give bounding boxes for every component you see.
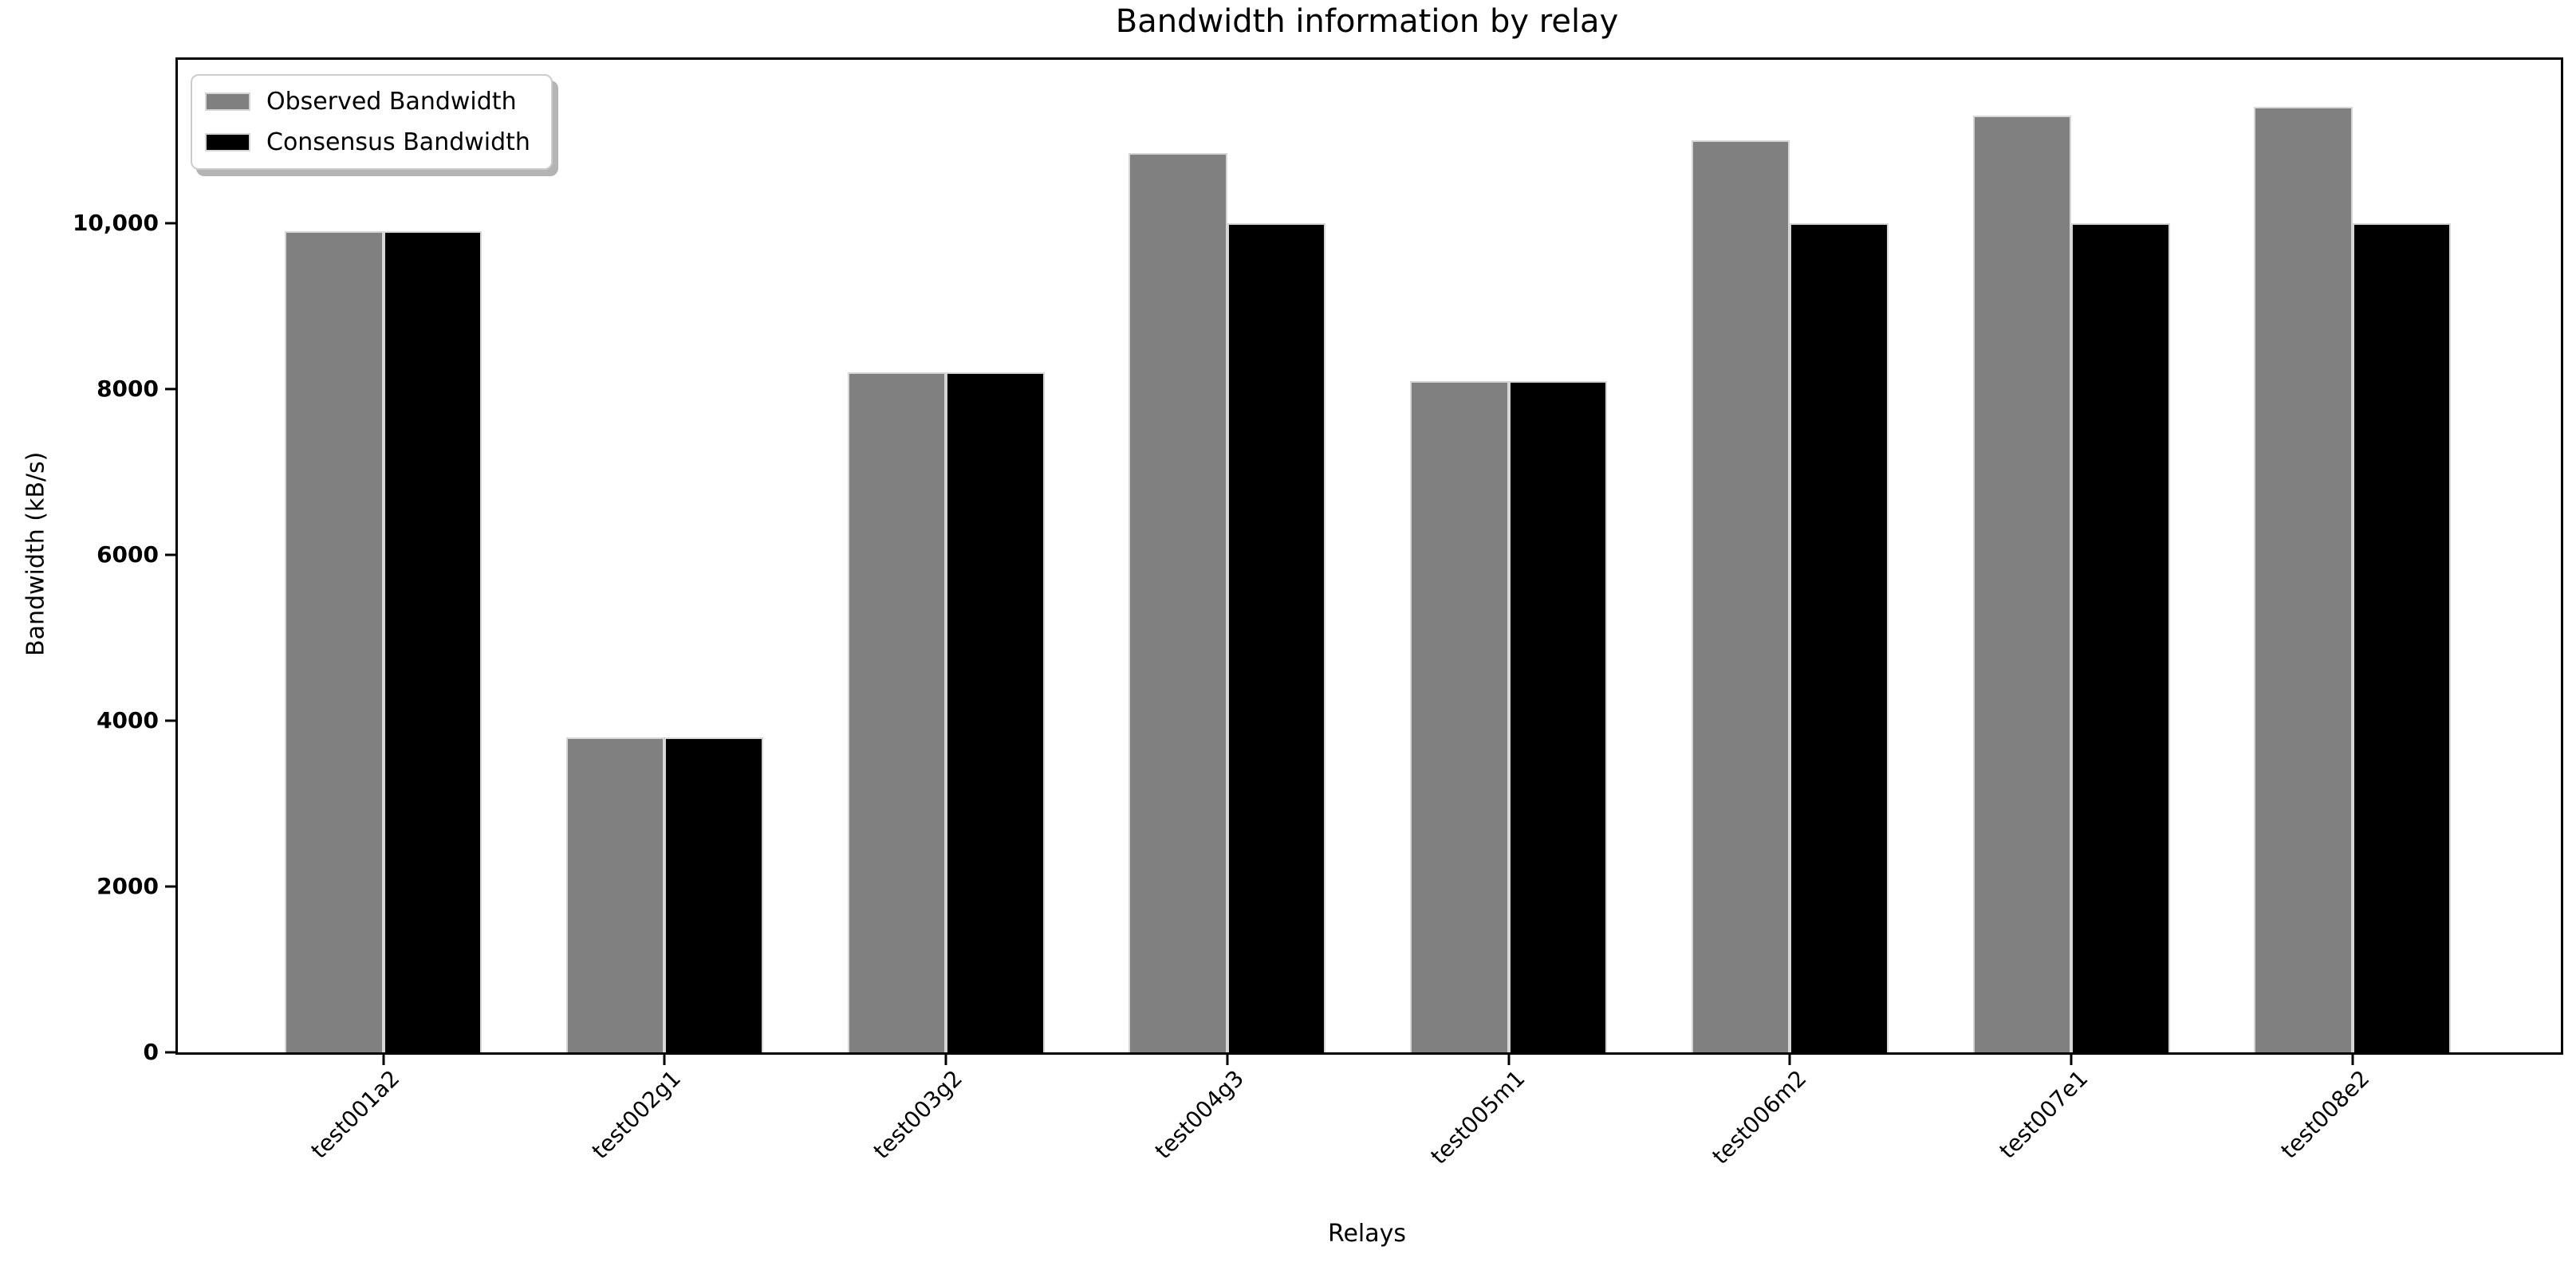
legend-label-observed-bandwidth: Observed Bandwidth <box>266 88 517 116</box>
legend-swatch-observed-bandwidth <box>205 92 250 111</box>
bar-observed-test007e1 <box>1972 115 2072 1052</box>
y-tick-label-0: 0 <box>143 1039 159 1065</box>
bar-consensus-test004g3 <box>1227 222 1326 1052</box>
legend: Observed Bandwidth Consensus Bandwidth <box>191 74 553 170</box>
y-tick-mark <box>165 885 175 888</box>
y-tick-mark <box>165 553 175 556</box>
bar-consensus-test008e2 <box>2352 222 2452 1052</box>
bar-observed-test004g3 <box>1128 152 1227 1052</box>
plot-area: Observed Bandwidth Consensus Bandwidth t… <box>73 57 2563 1170</box>
x-tick-label-text: test006m2 <box>1707 1064 1812 1170</box>
x-tick-label-text: test005m1 <box>1425 1064 1530 1170</box>
bar-observed-test002g1 <box>565 737 665 1052</box>
bar-observed-test005m1 <box>1410 380 1509 1052</box>
y-axis-label: Bandwidth (kB/s) <box>22 451 50 656</box>
bar-observed-test003g2 <box>847 372 947 1052</box>
bar-consensus-test005m1 <box>1508 380 1608 1052</box>
bar-consensus-test006m2 <box>1790 222 1889 1052</box>
y-tick-label-8000: 8000 <box>97 375 159 402</box>
x-tick-mark <box>944 1055 947 1065</box>
bar-consensus-test003g2 <box>946 372 1045 1052</box>
x-tick-mark <box>2070 1055 2073 1065</box>
bar-observed-test001a2 <box>285 231 384 1052</box>
y-tick-label-10000: 10,000 <box>72 209 159 236</box>
chart-title: Bandwidth information by relay <box>1115 3 1619 40</box>
bar-consensus-test001a2 <box>383 231 482 1052</box>
legend-item-consensus: Consensus Bandwidth <box>205 129 530 155</box>
y-tick-label-6000: 6000 <box>97 541 159 568</box>
bar-consensus-test007e1 <box>2071 222 2170 1052</box>
y-tick-mark <box>165 1051 175 1054</box>
bar-observed-test008e2 <box>2254 107 2353 1052</box>
x-tick-label-text: test003g2 <box>868 1064 968 1165</box>
bar-consensus-test002g1 <box>664 737 763 1052</box>
x-tick-label-text: test004g3 <box>1149 1064 1250 1165</box>
x-tick-label-text: test007e1 <box>1994 1064 2093 1164</box>
x-tick-label-text: test002g1 <box>587 1064 687 1165</box>
x-tick-label-text: test008e2 <box>2275 1064 2375 1164</box>
x-tick-label-text: test001a2 <box>305 1064 405 1164</box>
bar-observed-test006m2 <box>1691 140 1790 1052</box>
x-tick-mark <box>2351 1055 2354 1065</box>
legend-item-observed: Observed Bandwidth <box>205 88 530 115</box>
legend-label-consensus-bandwidth: Consensus Bandwidth <box>266 128 530 156</box>
y-tick-mark <box>165 387 175 391</box>
x-tick-mark <box>1226 1055 1229 1065</box>
x-tick-mark <box>663 1055 666 1065</box>
x-tick-mark <box>1788 1055 1791 1065</box>
legend-swatch-consensus-bandwidth <box>205 133 250 151</box>
x-tick-mark <box>382 1055 385 1065</box>
y-tick-mark <box>165 719 175 722</box>
x-tick-mark <box>1507 1055 1511 1065</box>
y-tick-mark <box>165 222 175 225</box>
x-axis-label: Relays <box>1327 1220 1407 1248</box>
y-tick-label-2000: 2000 <box>97 872 159 899</box>
y-tick-label-4000: 4000 <box>97 706 159 733</box>
